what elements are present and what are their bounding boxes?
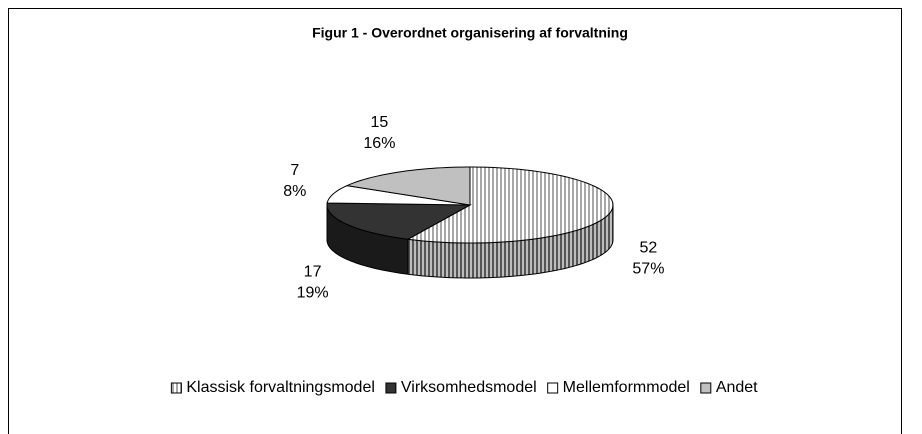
data-label-percent: 16%: [363, 135, 395, 152]
data-label: 7: [290, 162, 299, 179]
legend-swatch: [170, 382, 182, 394]
data-label: 15: [371, 114, 389, 131]
legend-label: Andet: [716, 379, 758, 396]
legend-label: Klassisk forvaltningsmodel: [186, 379, 375, 396]
pie-slice: [406, 166, 614, 244]
legend-label: Virksomhedsmodel: [401, 379, 537, 396]
pie-slice: [345, 166, 471, 206]
legend-swatch: [547, 382, 559, 394]
chart-title: Figur 1 - Overordnet organisering af for…: [312, 25, 628, 41]
legend-swatch: [385, 382, 397, 394]
data-label: 17: [304, 264, 322, 281]
pie-slice: [326, 202, 472, 240]
data-label-percent: 8%: [283, 183, 306, 200]
data-label-percent: 57%: [632, 261, 664, 278]
data-label: 52: [640, 240, 658, 257]
data-label-percent: 19%: [297, 285, 329, 302]
legend-label: Mellemformmodel: [563, 379, 690, 396]
legend-swatch: [700, 382, 712, 394]
pie-slice: [326, 185, 471, 206]
